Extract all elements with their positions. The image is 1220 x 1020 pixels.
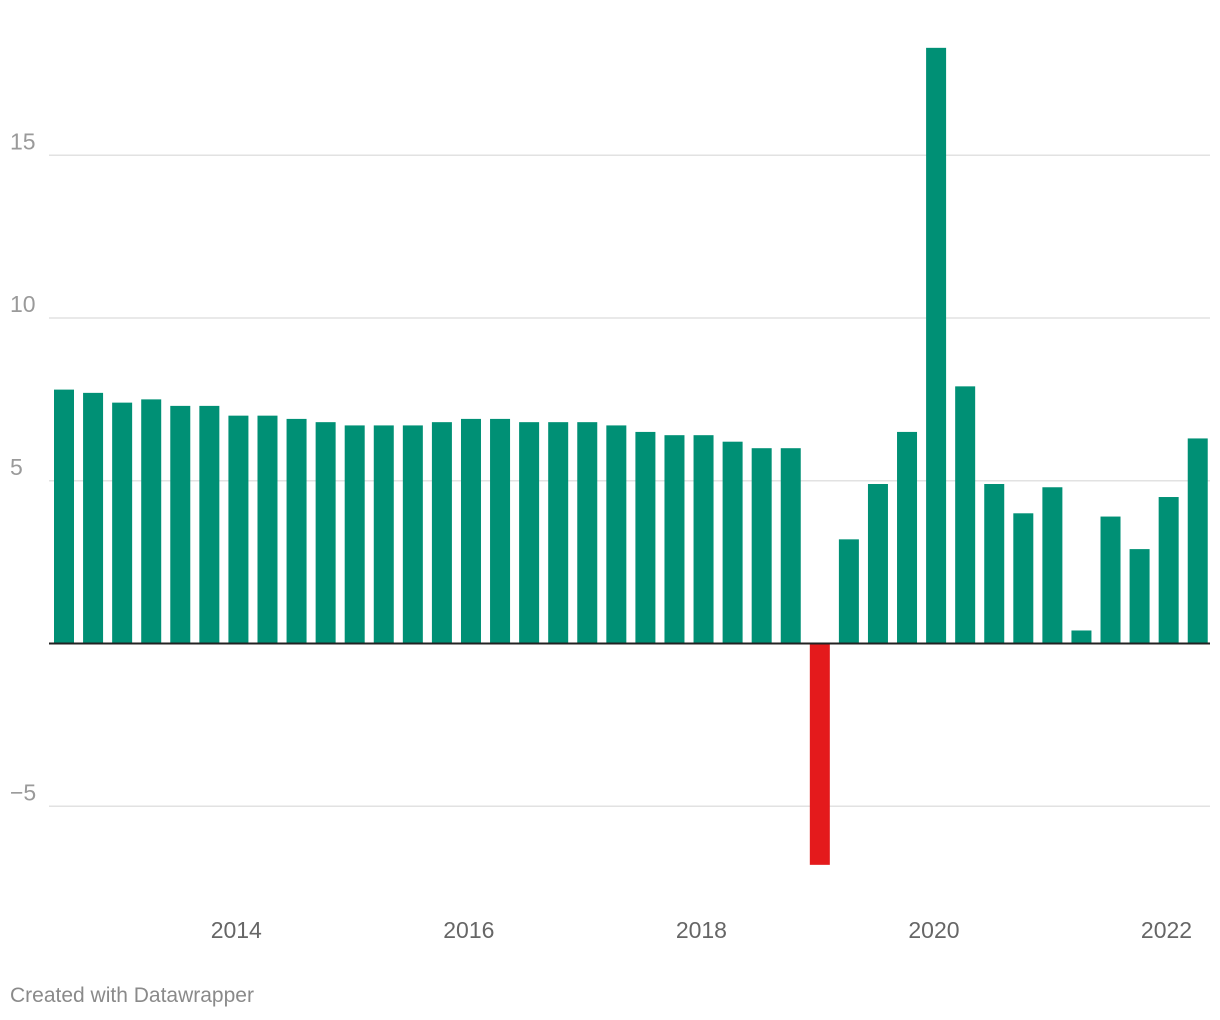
bar [490,418,511,644]
credit-text: Created with Datawrapper [10,984,254,1007]
bar [664,435,685,644]
x-axis-labels: 2014 2016 2018 2020 2022 [211,917,1192,943]
bar [1013,513,1034,644]
bar [926,47,947,644]
bar [112,402,133,644]
bar [1158,497,1179,644]
bar [170,405,191,644]
y-axis-labels: −5 5 10 15 [10,128,36,805]
bar [199,405,220,644]
y-tick-label: 15 [10,128,36,154]
bar [1187,438,1208,644]
bar [838,539,859,644]
bar [751,448,772,644]
bar [1071,630,1092,644]
bar [548,422,569,644]
bar [402,425,423,644]
bar [83,392,104,644]
bar [141,399,162,644]
y-tick-label: −5 [10,779,36,805]
bars [54,47,1208,865]
bar [431,422,452,644]
bar [460,418,481,644]
y-tick-label: 5 [10,454,23,480]
bar [577,422,598,644]
bar [373,425,394,644]
bar [722,441,743,644]
x-tick-label: 2020 [908,917,959,943]
bar [867,484,888,644]
y-tick-label: 10 [10,291,36,317]
bar [809,643,830,865]
bar [780,448,801,644]
bar [519,422,540,644]
x-tick-label: 2014 [211,917,262,943]
bar [228,415,249,644]
bar [286,418,307,644]
bar [1042,487,1063,644]
bar [1100,516,1121,644]
bar [693,435,714,644]
bar [1129,549,1150,644]
bar [344,425,365,644]
bar [257,415,278,644]
bar [897,431,918,644]
bar [635,431,656,644]
bar [955,386,976,644]
x-tick-label: 2022 [1141,917,1192,943]
bar-chart: −5 5 10 15 2014 2016 2018 2020 2022 [10,47,1210,943]
bar [315,422,336,644]
bar [54,389,74,644]
bar [606,425,627,644]
gridlines [49,154,1210,807]
x-tick-label: 2016 [443,917,494,943]
bar [984,484,1005,644]
x-tick-label: 2018 [676,917,727,943]
